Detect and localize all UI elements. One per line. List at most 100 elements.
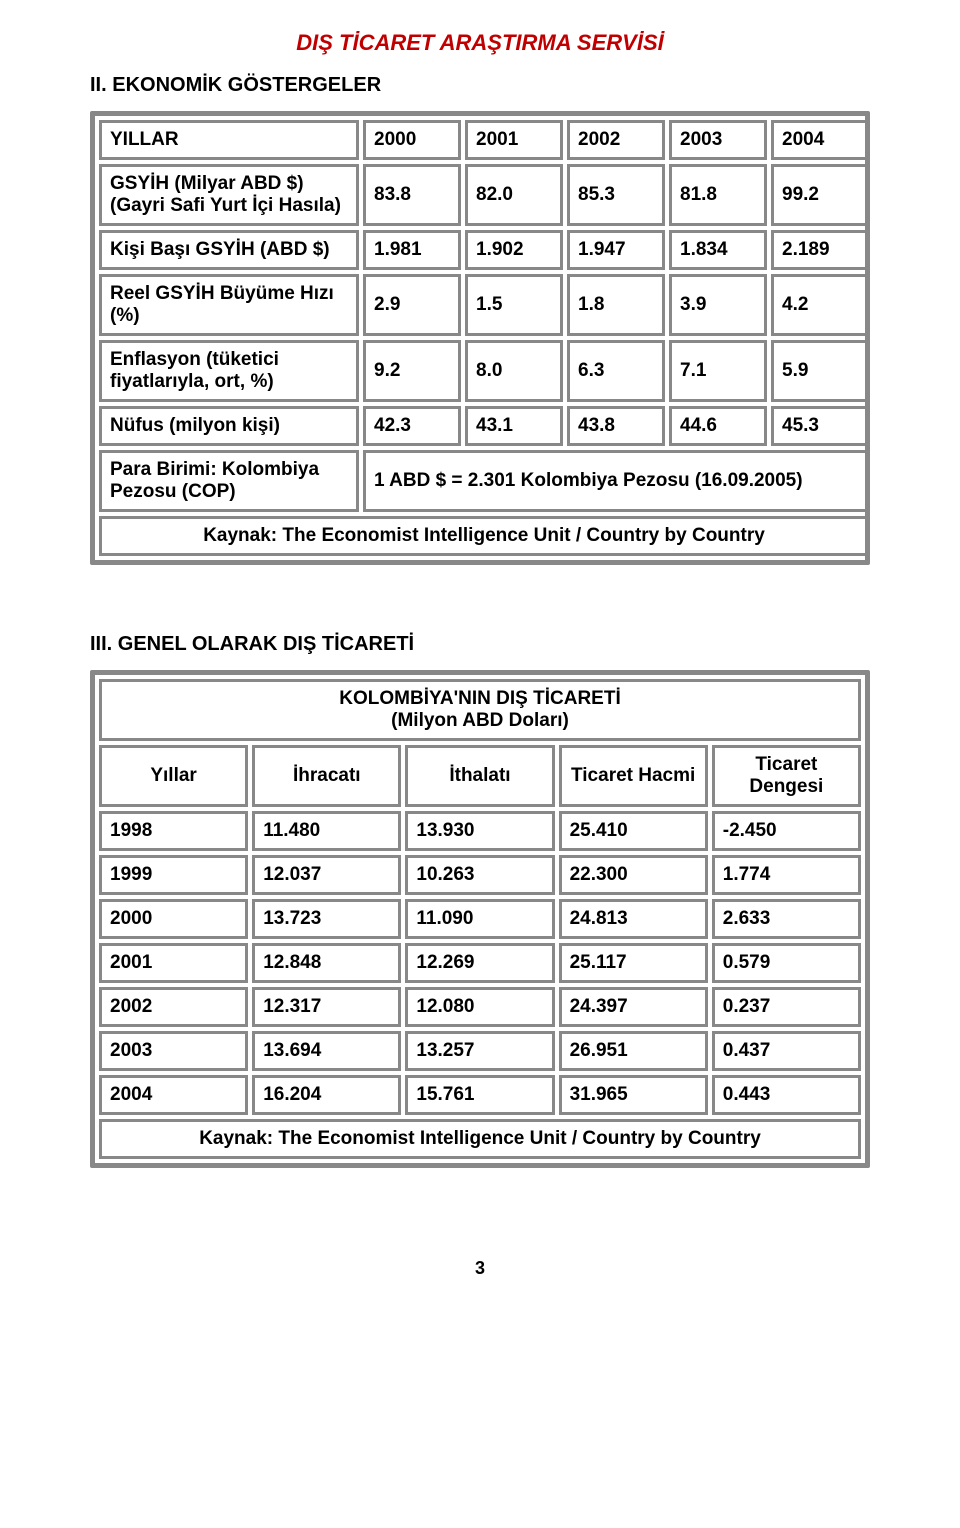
value-cell: 43.1 — [465, 406, 563, 446]
currency-label-cell: Para Birimi: Kolombiya Pezosu (COP) — [99, 450, 359, 512]
source-cell: Kaynak: The Economist Intelligence Unit … — [99, 1119, 861, 1159]
value-cell: 1.981 — [363, 230, 461, 270]
table-row: GSYİH (Milyar ABD $) (Gayri Safi Yurt İç… — [99, 164, 869, 226]
value-cell: 7.1 — [669, 340, 767, 402]
table-row: 2002 12.317 12.080 24.397 0.237 — [99, 987, 861, 1027]
value-cell: 1.902 — [465, 230, 563, 270]
value-cell: 99.2 — [771, 164, 869, 226]
section2-heading: III. GENEL OLARAK DIŞ TİCARETİ — [90, 633, 870, 656]
value-cell: 0.579 — [712, 943, 861, 983]
value-cell: 81.8 — [669, 164, 767, 226]
value-cell: 1.834 — [669, 230, 767, 270]
value-cell: 10.263 — [405, 855, 554, 895]
value-cell: 83.8 — [363, 164, 461, 226]
value-cell: 12.269 — [405, 943, 554, 983]
value-cell: 2.9 — [363, 274, 461, 336]
value-cell: 44.6 — [669, 406, 767, 446]
value-cell: 13.694 — [252, 1031, 401, 1071]
table-row: Kaynak: The Economist Intelligence Unit … — [99, 1119, 861, 1159]
table-row: Enflasyon (tüketici fiyatlarıyla, ort, %… — [99, 340, 869, 402]
value-cell: 42.3 — [363, 406, 461, 446]
value-cell: 2000 — [99, 899, 248, 939]
table-row: Nüfus (milyon kişi) 42.3 43.1 43.8 44.6 … — [99, 406, 869, 446]
value-cell: 31.965 — [559, 1075, 708, 1115]
economic-indicators-table: YILLAR 2000 2001 2002 2003 2004 GSYİH (M… — [90, 111, 870, 565]
value-cell: 6.3 — [567, 340, 665, 402]
value-cell: 13.257 — [405, 1031, 554, 1071]
value-cell: 13.723 — [252, 899, 401, 939]
value-cell: 22.300 — [559, 855, 708, 895]
value-cell: 16.204 — [252, 1075, 401, 1115]
currency-value-cell: 1 ABD $ = 2.301 Kolombiya Pezosu (16.09.… — [363, 450, 869, 512]
table-row: Yıllar İhracatı İthalatı Ticaret Hacmi T… — [99, 745, 861, 807]
column-header-cell: İhracatı — [252, 745, 401, 807]
value-cell: 1.5 — [465, 274, 563, 336]
year-cell: 2003 — [669, 120, 767, 160]
foreign-trade-table: KOLOMBİYA'NIN DIŞ TİCARETİ (Milyon ABD D… — [90, 670, 870, 1168]
value-cell: 24.397 — [559, 987, 708, 1027]
value-cell: 26.951 — [559, 1031, 708, 1071]
value-cell: 2.189 — [771, 230, 869, 270]
year-cell: 2001 — [465, 120, 563, 160]
value-cell: 12.037 — [252, 855, 401, 895]
value-cell: 11.090 — [405, 899, 554, 939]
value-cell: 13.930 — [405, 811, 554, 851]
table-row: Para Birimi: Kolombiya Pezosu (COP) 1 AB… — [99, 450, 869, 512]
table-row: Kişi Başı GSYİH (ABD $) 1.981 1.902 1.94… — [99, 230, 869, 270]
value-cell: 1999 — [99, 855, 248, 895]
value-cell: 25.410 — [559, 811, 708, 851]
table-title-line2: (Milyon ABD Doları) — [391, 710, 569, 731]
page-number: 3 — [90, 1258, 870, 1279]
column-header-cell: Ticaret Dengesi — [712, 745, 861, 807]
year-cell: 2000 — [363, 120, 461, 160]
value-cell: 1.8 — [567, 274, 665, 336]
table-row: 2001 12.848 12.269 25.117 0.579 — [99, 943, 861, 983]
table-row: YILLAR 2000 2001 2002 2003 2004 — [99, 120, 869, 160]
source-cell: Kaynak: The Economist Intelligence Unit … — [99, 516, 869, 556]
column-header-cell: Yıllar — [99, 745, 248, 807]
value-cell: 9.2 — [363, 340, 461, 402]
value-cell: 0.437 — [712, 1031, 861, 1071]
table-row: 1999 12.037 10.263 22.300 1.774 — [99, 855, 861, 895]
value-cell: 1.947 — [567, 230, 665, 270]
row-label-cell: Enflasyon (tüketici fiyatlarıyla, ort, %… — [99, 340, 359, 402]
value-cell: 15.761 — [405, 1075, 554, 1115]
value-cell: 12.317 — [252, 987, 401, 1027]
value-cell: 0.443 — [712, 1075, 861, 1115]
value-cell: 85.3 — [567, 164, 665, 226]
row-label-cell: Nüfus (milyon kişi) — [99, 406, 359, 446]
value-cell: 12.848 — [252, 943, 401, 983]
value-cell: 25.117 — [559, 943, 708, 983]
table-row: KOLOMBİYA'NIN DIŞ TİCARETİ (Milyon ABD D… — [99, 679, 861, 741]
value-cell: 11.480 — [252, 811, 401, 851]
value-cell: 5.9 — [771, 340, 869, 402]
value-cell: 2004 — [99, 1075, 248, 1115]
value-cell: 1.774 — [712, 855, 861, 895]
year-cell: 2002 — [567, 120, 665, 160]
value-cell: 8.0 — [465, 340, 563, 402]
row-label-cell: Reel GSYİH Büyüme Hızı (%) — [99, 274, 359, 336]
value-cell: 3.9 — [669, 274, 767, 336]
value-cell: 24.813 — [559, 899, 708, 939]
value-cell: 43.8 — [567, 406, 665, 446]
value-cell: 2.633 — [712, 899, 861, 939]
column-header-cell: İthalatı — [405, 745, 554, 807]
table-row: Reel GSYİH Büyüme Hızı (%) 2.9 1.5 1.8 3… — [99, 274, 869, 336]
table-title-cell: KOLOMBİYA'NIN DIŞ TİCARETİ (Milyon ABD D… — [99, 679, 861, 741]
section1-heading: II. EKONOMİK GÖSTERGELER — [90, 74, 870, 97]
column-header-cell: Ticaret Hacmi — [559, 745, 708, 807]
value-cell: 1998 — [99, 811, 248, 851]
value-cell: 45.3 — [771, 406, 869, 446]
table-title-line1: KOLOMBİYA'NIN DIŞ TİCARETİ — [339, 688, 620, 709]
value-cell: 12.080 — [405, 987, 554, 1027]
year-cell: 2004 — [771, 120, 869, 160]
value-cell: 4.2 — [771, 274, 869, 336]
page-header-title: DIŞ TİCARET ARAŞTIRMA SERVİSİ — [90, 30, 870, 56]
table-row: 2004 16.204 15.761 31.965 0.443 — [99, 1075, 861, 1115]
value-cell: 82.0 — [465, 164, 563, 226]
row-label-cell: GSYİH (Milyar ABD $) (Gayri Safi Yurt İç… — [99, 164, 359, 226]
value-cell: 2003 — [99, 1031, 248, 1071]
table-row: 1998 11.480 13.930 25.410 -2.450 — [99, 811, 861, 851]
table-row: 2000 13.723 11.090 24.813 2.633 — [99, 899, 861, 939]
years-label-cell: YILLAR — [99, 120, 359, 160]
